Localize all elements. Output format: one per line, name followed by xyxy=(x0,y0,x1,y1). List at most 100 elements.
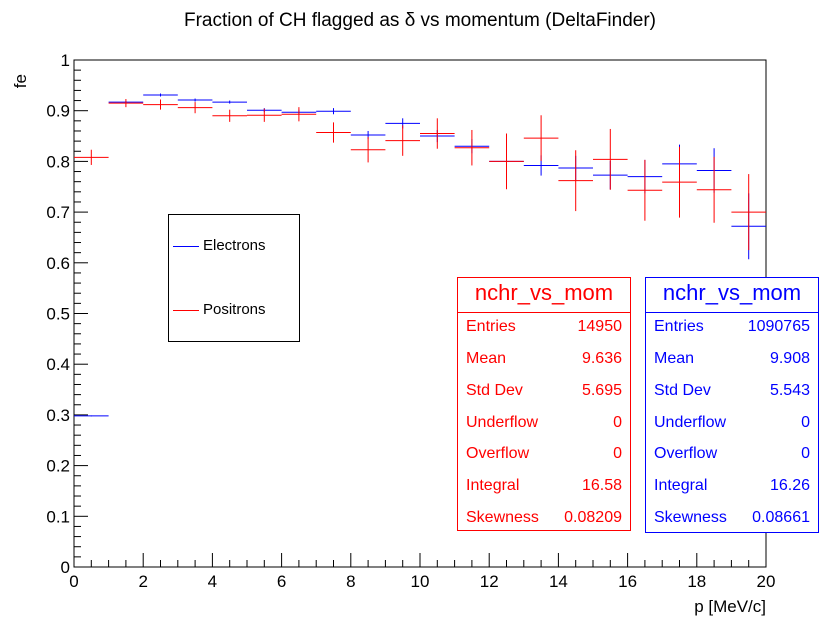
y-tick-label: 0.4 xyxy=(46,355,70,374)
stats-value: 9.636 xyxy=(581,350,622,367)
stats-row-overflow: Overflow 0 xyxy=(466,441,622,467)
data-point xyxy=(212,109,247,122)
chart-title: Fraction of CH flagged as δ vs momentum … xyxy=(184,10,656,31)
stats-row-underflow: Underflow 0 xyxy=(654,410,810,436)
data-point xyxy=(281,107,317,122)
stats-row-entries: Entries 1090765 xyxy=(654,314,810,340)
data-point xyxy=(662,146,697,218)
stats-row-entries: Entries 14950 xyxy=(466,314,622,340)
x-tick-label: 4 xyxy=(208,572,217,591)
stats-row-skewness: Skewness 0.08209 xyxy=(466,505,622,531)
x-tick-label: 0 xyxy=(69,572,78,591)
y-tick-label: 0.5 xyxy=(46,305,70,324)
stats-row-mean: Mean 9.636 xyxy=(466,346,622,372)
data-point xyxy=(731,174,766,251)
data-point xyxy=(74,415,109,417)
stats-value: 0 xyxy=(801,414,810,431)
axes: 0 2 4 6 8 10 12 14 16 18 2000.10.20.30.40.50.60.70… xyxy=(46,51,775,591)
data-point xyxy=(143,93,178,97)
y-tick-label: 0.3 xyxy=(46,406,70,425)
stats-value: 5.695 xyxy=(581,382,622,399)
stats-key: Underflow xyxy=(466,414,539,431)
x-tick-label: 18 xyxy=(687,572,706,591)
stats-key: Entries xyxy=(466,318,516,335)
x-tick-label: 14 xyxy=(549,572,568,591)
stats-value: 16.26 xyxy=(769,477,810,494)
stats-value: 1090765 xyxy=(747,318,810,335)
stats-value: 14950 xyxy=(577,318,623,335)
stats-value: 0 xyxy=(613,414,622,431)
stats-box-title: nchr_vs_mom xyxy=(646,278,818,313)
data-point xyxy=(523,115,559,161)
data-point xyxy=(558,150,593,212)
stats-row-stddev: Std Dev 5.695 xyxy=(466,378,622,404)
legend-item-positrons: Positrons xyxy=(173,300,266,320)
stats-value: 0.08209 xyxy=(564,509,622,526)
x-tick-label: 12 xyxy=(480,572,499,591)
data-point xyxy=(420,118,455,149)
data-point xyxy=(74,149,109,165)
x-tick-label: 8 xyxy=(346,572,355,591)
data-point xyxy=(454,129,490,166)
stats-key: Mean xyxy=(654,350,695,367)
stats-value: 5.543 xyxy=(769,382,810,399)
stats-row-overflow: Overflow 0 xyxy=(654,441,810,467)
data-point xyxy=(385,125,420,156)
legend-label-positrons: Positrons xyxy=(203,301,266,318)
stats-key: Std Dev xyxy=(466,382,523,399)
stats-key: Entries xyxy=(654,318,704,335)
y-tick-label: 0.2 xyxy=(46,457,70,476)
stats-key: Std Dev xyxy=(654,382,711,399)
data-point xyxy=(247,108,282,122)
x-tick-label: 6 xyxy=(277,572,286,591)
x-tick-label: 10 xyxy=(411,572,430,591)
stats-row-skewness: Skewness 0.08661 xyxy=(654,505,810,531)
y-tick-label: 0 xyxy=(61,558,70,577)
data-point xyxy=(177,102,213,114)
y-axis-label: fe xyxy=(11,74,30,88)
stats-key: Overflow xyxy=(466,445,530,462)
data-point xyxy=(316,108,351,115)
y-tick-label: 1 xyxy=(61,51,70,70)
stats-value: 0 xyxy=(801,445,810,462)
legend-swatch-positrons xyxy=(173,309,199,311)
stats-box-electrons: nchr_vs_mom Entries 1090765 Mean 9.908 Std… xyxy=(645,277,819,533)
x-tick-label: 2 xyxy=(138,572,147,591)
data-point xyxy=(212,100,247,104)
stats-box-positrons: nchr_vs_mom Entries 14950 Mean 9.636 Std D… xyxy=(457,277,631,531)
data-point xyxy=(108,99,144,108)
data-point xyxy=(696,156,732,223)
legend-label-electrons: Electrons xyxy=(203,237,266,254)
y-tick-label: 0.6 xyxy=(46,254,70,273)
legend-swatch-electrons xyxy=(173,245,199,247)
stats-key: Integral xyxy=(466,477,520,494)
data-point xyxy=(143,99,178,110)
data-point xyxy=(489,133,524,190)
series-layer xyxy=(74,93,766,417)
stats-row-underflow: Underflow 0 xyxy=(466,410,622,436)
legend: Electrons Positrons xyxy=(168,214,300,342)
stats-value: 9.908 xyxy=(769,350,810,367)
stats-row-integral: Integral 16.26 xyxy=(654,473,810,499)
stats-row-integral: Integral 16.58 xyxy=(466,473,622,499)
data-point xyxy=(350,137,386,163)
y-tick-label: 0.1 xyxy=(46,507,70,526)
stats-key: Underflow xyxy=(654,414,727,431)
data-point xyxy=(177,98,213,102)
data-point xyxy=(316,122,351,143)
stats-value: 0 xyxy=(613,445,622,462)
stats-key: Mean xyxy=(466,350,507,367)
data-point xyxy=(593,128,628,190)
stats-box-title: nchr_vs_mom xyxy=(458,278,630,313)
x-tick-label: 16 xyxy=(618,572,637,591)
stats-key: Overflow xyxy=(654,445,718,462)
x-axis-label: p [MeV/c] xyxy=(694,597,766,616)
y-tick-label: 0.8 xyxy=(46,152,70,171)
stats-key: Skewness xyxy=(654,509,727,526)
legend-item-electrons: Electrons xyxy=(173,236,266,256)
y-tick-label: 0.7 xyxy=(46,203,70,222)
stats-value: 16.58 xyxy=(581,477,622,494)
stats-value: 0.08661 xyxy=(752,509,810,526)
y-tick-label: 0.9 xyxy=(46,102,70,121)
